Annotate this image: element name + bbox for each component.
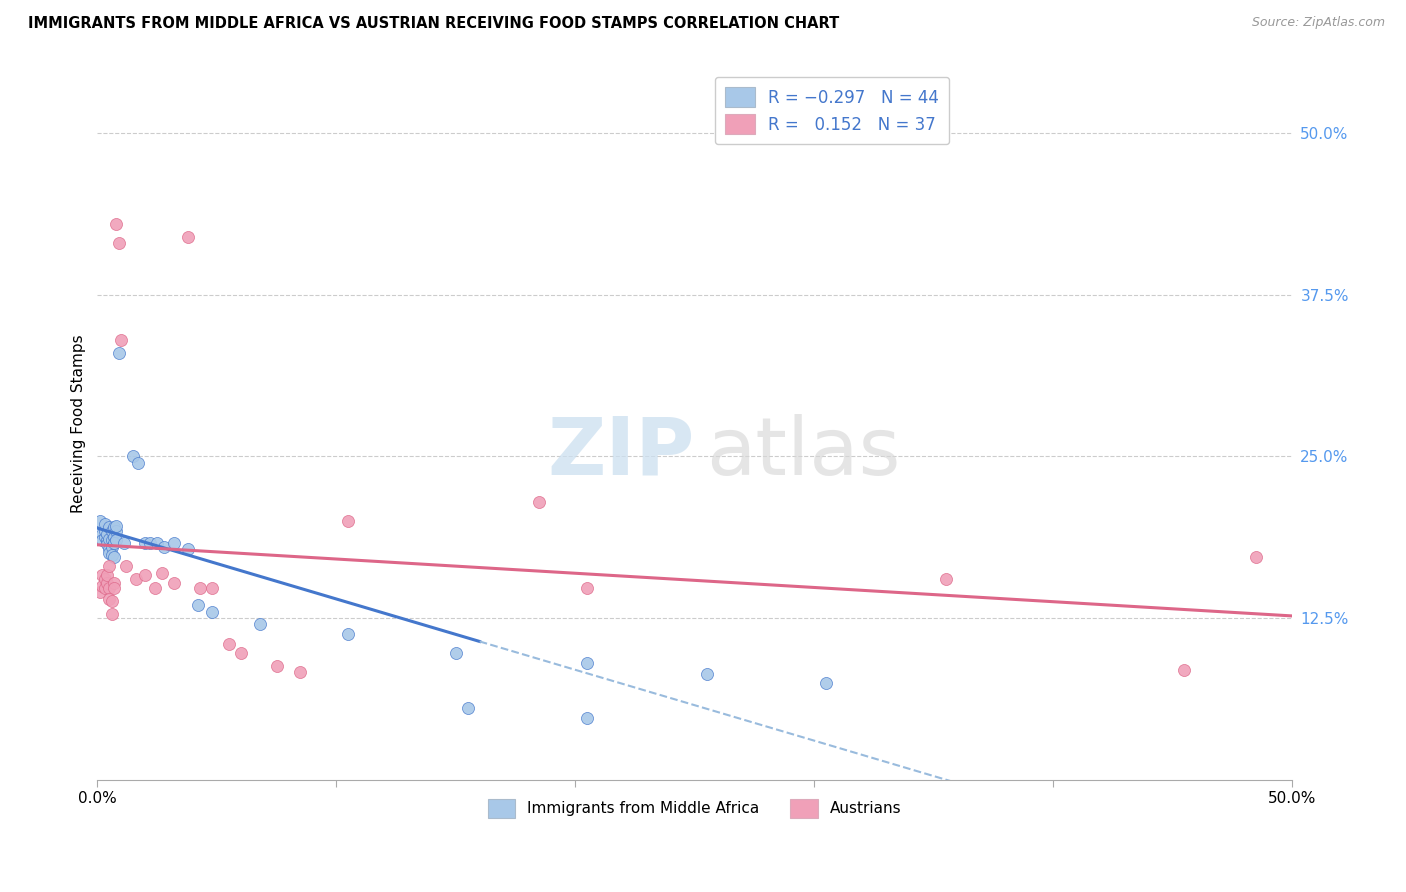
Point [96,576,118,591]
Point [218,637,240,651]
Point [122,450,145,464]
Point [163,536,186,550]
Point [103,550,125,565]
Point [290,665,312,680]
Point [127,456,149,470]
Point [93,524,115,539]
Point [98,546,121,560]
Point [103,576,125,591]
Point [1173,663,1195,677]
Point [110,333,132,347]
Point [91,568,114,582]
Point [187,598,209,612]
Point [98,559,121,574]
Point [100,524,122,539]
Point [188,581,211,595]
Text: IMMIGRANTS FROM MIDDLE AFRICA VS AUSTRIAN RECEIVING FOOD STAMPS CORRELATION CHAR: IMMIGRANTS FROM MIDDLE AFRICA VS AUSTRIA… [28,16,839,31]
Point [105,524,128,539]
Point [98,581,121,595]
Point [93,581,115,595]
Point [103,581,125,595]
Point [576,710,599,724]
Point [105,533,128,548]
Point [100,548,122,562]
Point [115,559,138,574]
Point [96,533,118,548]
Point [146,536,169,550]
Point [108,235,131,250]
Point [124,572,146,586]
Point [229,646,252,660]
Point [201,605,224,619]
Point [103,530,125,544]
Point [177,229,200,244]
Y-axis label: Receiving Food Stamps: Receiving Food Stamps [72,334,86,514]
Point [91,579,114,593]
Point [150,566,173,580]
Point [576,657,599,671]
Legend: Immigrants from Middle Africa, Austrians: Immigrants from Middle Africa, Austrians [479,791,910,825]
Point [100,607,122,621]
Point [96,568,118,582]
Point [457,701,479,715]
Text: Source: ZipAtlas.com: Source: ZipAtlas.com [1251,16,1385,29]
Point [100,533,122,548]
Point [89,514,111,528]
Point [444,646,467,660]
Point [935,572,957,586]
Point [98,591,121,606]
Point [100,594,122,608]
Point [139,536,162,550]
Point [177,542,200,557]
Point [201,581,224,595]
Point [266,658,288,673]
Point [134,568,156,582]
Point [98,542,121,557]
Point [91,527,114,541]
Point [105,519,128,533]
Point [96,527,118,541]
Point [98,532,121,546]
Point [153,540,176,554]
Point [93,572,115,586]
Point [696,666,718,681]
Point [134,536,156,550]
Point [103,536,125,550]
Point [815,675,838,690]
Point [108,346,131,360]
Point [98,520,121,534]
Point [576,581,599,595]
Point [89,585,111,599]
Point [103,520,125,534]
Point [112,536,135,550]
Point [93,516,115,531]
Point [93,530,115,544]
Point [529,494,551,508]
Point [91,533,114,548]
Point [337,626,360,640]
Point [100,540,122,554]
Text: atlas: atlas [707,414,901,491]
Text: ZIP: ZIP [547,414,695,491]
Point [337,514,360,528]
Point [1244,550,1267,565]
Point [105,217,128,231]
Point [163,576,186,591]
Point [249,617,271,632]
Point [96,537,118,551]
Point [143,581,166,595]
